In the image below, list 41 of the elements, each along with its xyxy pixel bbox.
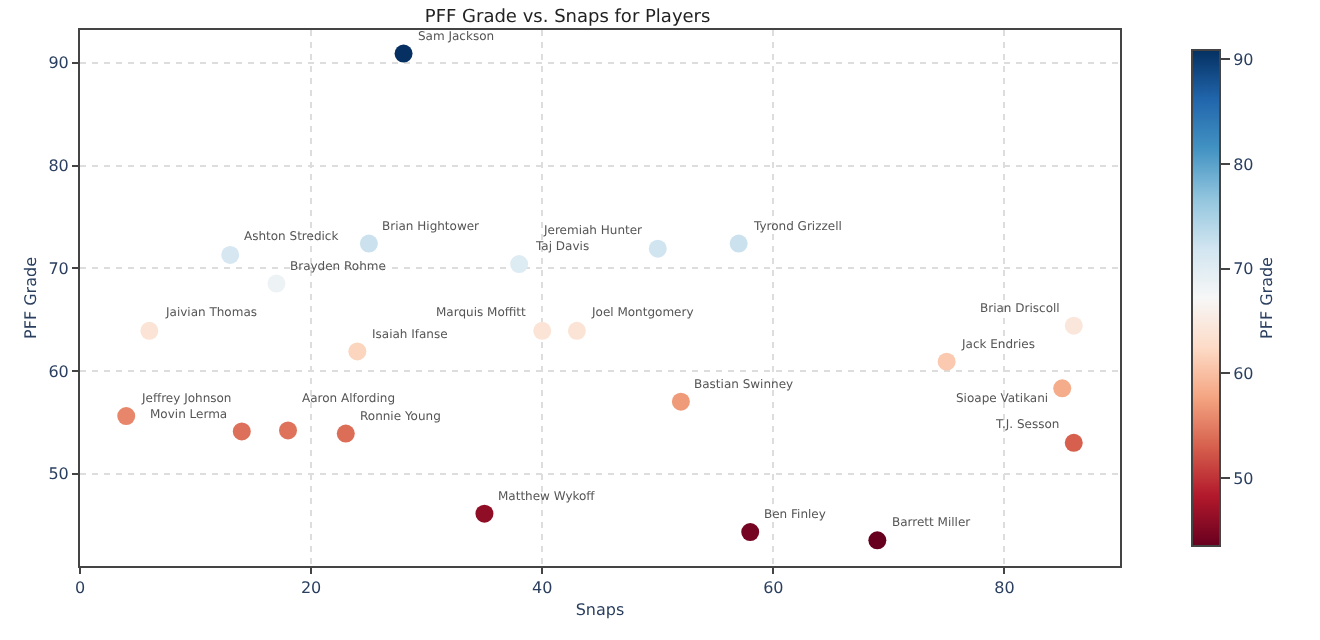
point — [336, 424, 355, 443]
point — [729, 234, 748, 253]
point — [868, 531, 887, 550]
y-axis-title: PFF Grade — [21, 256, 40, 339]
color-bar-label: 70 — [1233, 260, 1254, 279]
color-bar-label: 50 — [1233, 469, 1254, 488]
point — [359, 234, 378, 253]
y-tick-label: 90 — [48, 54, 69, 73]
point — [348, 342, 367, 361]
point — [1064, 316, 1083, 335]
x-tick-label: 40 — [532, 579, 553, 598]
point — [648, 239, 667, 258]
point — [232, 422, 251, 441]
point — [117, 407, 136, 426]
x-tick-label: 60 — [763, 579, 784, 598]
point — [510, 255, 529, 274]
color-bar-label: 80 — [1233, 155, 1254, 174]
color-bar-label: 60 — [1233, 364, 1254, 383]
y-tick-label: 80 — [48, 157, 69, 176]
x-tick-label: 80 — [994, 579, 1015, 598]
point — [741, 523, 760, 542]
x-tick-label: 0 — [74, 579, 86, 598]
y-tick-label: 50 — [48, 465, 69, 484]
point — [140, 321, 159, 340]
point — [475, 504, 494, 523]
color-bar-label: 90 — [1233, 51, 1254, 70]
point — [937, 352, 956, 371]
point — [533, 321, 552, 340]
point — [671, 392, 690, 411]
point — [279, 421, 297, 440]
chart-title: PFF Grade vs. Snaps for Players — [424, 8, 712, 29]
point — [221, 245, 240, 264]
point — [1064, 433, 1083, 452]
color-bar-title: PFF Grade — [1257, 256, 1276, 339]
y-tick-label: 60 — [48, 362, 69, 381]
point — [1053, 379, 1072, 398]
x-axis-title: Snaps — [575, 601, 625, 620]
point — [567, 321, 586, 340]
y-tick-label: 70 — [48, 259, 69, 278]
point — [394, 44, 413, 63]
x-tick-label: 20 — [300, 579, 322, 598]
